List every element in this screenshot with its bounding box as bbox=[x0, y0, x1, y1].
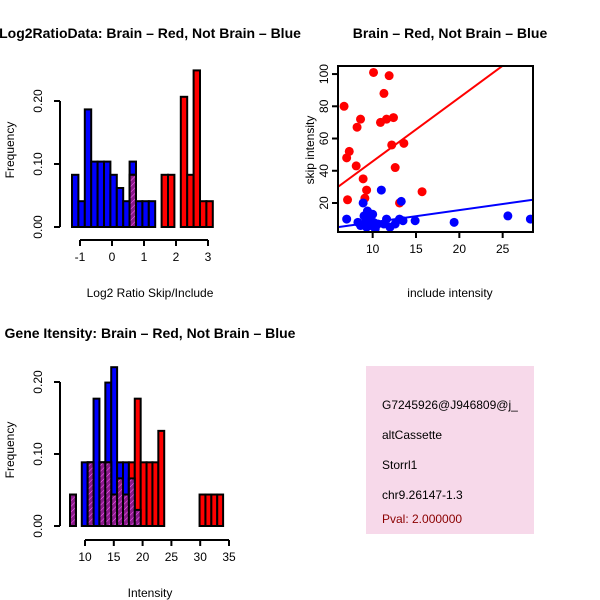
scatter-red-point-14 bbox=[384, 71, 394, 81]
intensity-y-tick-label-0: 0.00 bbox=[31, 514, 45, 538]
scatter-red-point-13 bbox=[382, 114, 392, 124]
ratio-x-tick-label-3: 2 bbox=[173, 250, 180, 264]
ratio-blue-bar-12 bbox=[147, 200, 157, 228]
scatter-red-point-7 bbox=[358, 174, 368, 184]
info-gene-name: Storrl1 bbox=[382, 458, 418, 472]
scatter-x-tick-label-1: 15 bbox=[409, 242, 423, 256]
intensity-red-bar-16 bbox=[216, 493, 225, 528]
scatter-y-tick-label-4: 100 bbox=[317, 64, 331, 84]
ratio-x-tick-label-1: 0 bbox=[109, 250, 116, 264]
intensity-y-tick-label-2: 0.20 bbox=[31, 370, 45, 394]
scatter-blue-fit-line bbox=[338, 198, 533, 229]
intensity-overlap-bar-8 bbox=[133, 508, 142, 527]
scatter-blue-point-0 bbox=[342, 214, 352, 224]
scatter-y-tick-label-3: 80 bbox=[317, 99, 331, 113]
scatter-red-point-20 bbox=[417, 187, 427, 197]
ratio-panel: Log2RatioData: Brain – Red, Not Brain – … bbox=[0, 25, 301, 300]
scatter-red-point-12 bbox=[379, 88, 389, 98]
ratio-x-tick-label-4: 3 bbox=[205, 250, 212, 264]
intensity-overlap-bar-7 bbox=[127, 477, 136, 528]
ratio-xlabel: Log2 Ratio Skip/Include bbox=[87, 286, 214, 300]
ratio-title: Log2RatioData: Brain – Red, Not Brain – … bbox=[0, 25, 301, 41]
scatter-x-tick-label-0: 10 bbox=[366, 242, 380, 256]
scatter-ylabel: skip intensity bbox=[303, 116, 317, 185]
ratio-red-bar-7 bbox=[205, 200, 214, 228]
scatter-red-point-0 bbox=[339, 101, 349, 111]
scatter-y-tick-label-1: 40 bbox=[317, 164, 331, 178]
ratio-red-bar-5 bbox=[192, 69, 202, 229]
ratio-ylabel: Frequency bbox=[3, 122, 17, 179]
scatter-blue-point-23 bbox=[449, 217, 459, 227]
intensity-panel: Gene Itensity: Brain – Red, Not Brain – … bbox=[3, 325, 296, 600]
intensity-overlap-bar-1 bbox=[86, 461, 95, 527]
ratio-y-tick-label-2: 0.20 bbox=[31, 89, 45, 113]
scatter-blue-point-22 bbox=[410, 216, 420, 226]
ratio-bars bbox=[71, 69, 214, 229]
scatter-blue-point-24 bbox=[503, 211, 513, 221]
scatter-plot bbox=[338, 66, 533, 232]
scatter-title: Brain – Red, Not Brain – Blue bbox=[353, 25, 548, 41]
intensity-x-tick-label-1: 15 bbox=[107, 550, 121, 564]
scatter-red-point-6 bbox=[356, 114, 366, 124]
scatter-y-tick-label-2: 60 bbox=[317, 132, 331, 146]
intensity-xlabel: Intensity bbox=[128, 586, 173, 600]
scatter-x-tick-label-3: 25 bbox=[496, 242, 510, 256]
scatter-red-point-16 bbox=[388, 113, 398, 123]
scatter-y-tick-label-0: 20 bbox=[317, 196, 331, 210]
ratio-red-bar-2 bbox=[167, 173, 176, 229]
intensity-overlap-bar-0 bbox=[69, 493, 77, 528]
scatter-red-point-17 bbox=[390, 163, 400, 173]
info-event-type: altCassette bbox=[382, 428, 442, 442]
ratio-y-tick-label-0: 0.00 bbox=[31, 215, 45, 239]
scatter-red-point-15 bbox=[387, 140, 397, 150]
info-event-id: G7245926@J946809@j_ bbox=[382, 398, 518, 412]
intensity-x-tick-label-5: 35 bbox=[222, 550, 236, 564]
scatter-red-point-8 bbox=[362, 185, 372, 195]
intensity-y-tick-label-1: 0.10 bbox=[31, 442, 45, 466]
ratio-axes: -1 0 1 2 3 0.00 0.10 0.20 bbox=[31, 89, 212, 264]
scatter-red-point-10 bbox=[369, 67, 379, 77]
scatter-frame bbox=[337, 65, 534, 233]
ratio-x-tick-label-0: -1 bbox=[75, 250, 86, 264]
intensity-x-tick-label-3: 25 bbox=[165, 550, 179, 564]
info-panel: G7245926@J946809@j_ altCassette Storrl1 … bbox=[366, 366, 534, 534]
intensity-bars bbox=[69, 366, 225, 528]
intensity-x-tick-label-4: 30 bbox=[194, 550, 208, 564]
scatter-red-point-4 bbox=[352, 122, 362, 132]
info-pval: Pval: 2.000000 bbox=[382, 512, 462, 526]
scatter-blue-point-10 bbox=[368, 209, 378, 219]
ratio-y-tick-label-1: 0.10 bbox=[31, 152, 45, 176]
ratio-x-tick-label-2: 1 bbox=[141, 250, 148, 264]
intensity-title: Gene Itensity: Brain – Red, Not Brain – … bbox=[5, 325, 296, 341]
scatter-marks bbox=[338, 66, 533, 232]
scatter-blue-point-25 bbox=[525, 214, 533, 224]
intensity-x-tick-label-0: 10 bbox=[78, 550, 92, 564]
ratio-red-bar-3 bbox=[179, 95, 189, 228]
scatter-panel: Brain – Red, Not Brain – Blue 10 15 20 25 20… bbox=[303, 25, 547, 300]
scatter-x-tick-label-2: 20 bbox=[453, 242, 467, 256]
scatter-blue-point-14 bbox=[376, 185, 386, 195]
scatter-red-point-5 bbox=[351, 161, 361, 171]
scatter-blue-point-21 bbox=[396, 196, 406, 206]
scatter-red-fit-line bbox=[338, 66, 505, 188]
info-box-background bbox=[366, 366, 534, 534]
info-location: chr9.26147-1.3 bbox=[382, 488, 463, 502]
scatter-blue-point-3 bbox=[358, 198, 368, 208]
scatter-red-point-3 bbox=[343, 195, 353, 205]
intensity-red-bar-12 bbox=[157, 429, 166, 528]
scatter-axes: 10 15 20 25 20 40 60 80 100 bbox=[317, 64, 534, 256]
scatter-xlabel: include intensity bbox=[407, 286, 492, 300]
scatter-red-point-2 bbox=[344, 146, 354, 156]
intensity-axes: 10 15 20 25 30 35 0.00 0.10 0.20 bbox=[31, 370, 236, 564]
ratio-overlap-bar-0 bbox=[128, 173, 138, 229]
intensity-x-tick-label-2: 20 bbox=[136, 550, 150, 564]
intensity-ylabel: Frequency bbox=[3, 422, 17, 479]
